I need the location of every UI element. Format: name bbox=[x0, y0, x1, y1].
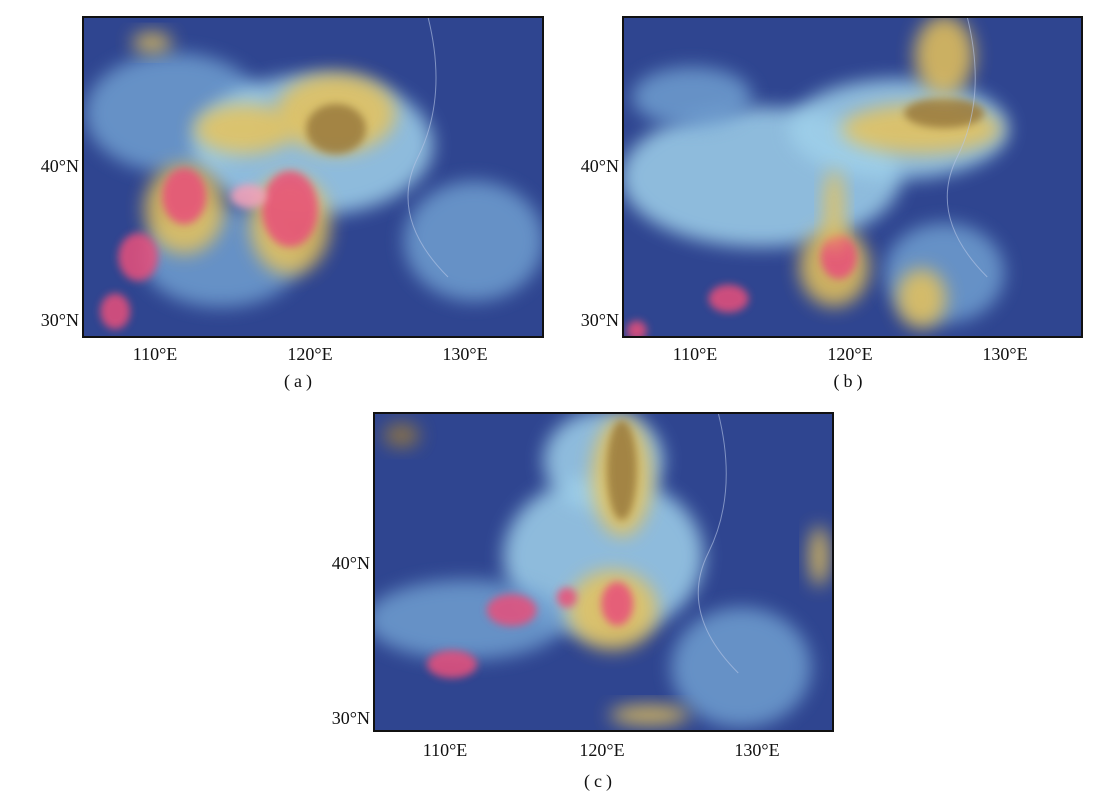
cloud bbox=[262, 171, 318, 247]
longitude-label: 120°E bbox=[579, 740, 624, 760]
cloud bbox=[366, 580, 566, 660]
satellite-image bbox=[366, 411, 833, 731]
latitude-label: 40°N bbox=[332, 553, 370, 573]
longitude-label: 110°E bbox=[133, 344, 178, 364]
panel-caption: (a) bbox=[284, 371, 316, 392]
cloud bbox=[231, 184, 267, 208]
figure: 40°N 30°N 110°E 120°E 130°E (a) 40°N 30°N 110°E 1… bbox=[0, 0, 1100, 807]
cloud bbox=[914, 15, 974, 95]
cloud bbox=[404, 181, 544, 301]
satellite-image bbox=[83, 17, 544, 337]
cloud bbox=[384, 423, 420, 447]
longitude-label: 120°E bbox=[827, 344, 872, 364]
cloud bbox=[427, 650, 477, 678]
latitude-label: 40°N bbox=[581, 156, 619, 176]
cloud bbox=[671, 607, 811, 727]
panel-caption: (b) bbox=[834, 371, 867, 392]
cloud bbox=[609, 705, 689, 725]
cloud bbox=[809, 526, 829, 586]
cloud bbox=[896, 269, 946, 329]
longitude-label: 130°E bbox=[982, 344, 1027, 364]
longitude-label: 120°E bbox=[287, 344, 332, 364]
cloud bbox=[709, 285, 749, 313]
cloud bbox=[132, 33, 172, 53]
cloud bbox=[194, 104, 294, 154]
satellite-image bbox=[621, 15, 1082, 340]
cloud bbox=[601, 582, 633, 626]
cloud bbox=[162, 168, 206, 224]
cloud bbox=[118, 233, 158, 281]
longitude-label: 110°E bbox=[673, 344, 718, 364]
panel-caption: (c) bbox=[584, 771, 616, 792]
cloud bbox=[306, 104, 366, 154]
cloud bbox=[824, 169, 844, 249]
cloud bbox=[100, 293, 130, 329]
cloud bbox=[607, 420, 637, 520]
longitude-label: 110°E bbox=[423, 740, 468, 760]
latitude-label: 30°N bbox=[332, 708, 370, 728]
longitude-label: 130°E bbox=[442, 344, 487, 364]
cloud bbox=[632, 67, 752, 127]
cloud bbox=[487, 594, 537, 626]
cloud bbox=[557, 587, 577, 607]
latitude-label: 30°N bbox=[581, 310, 619, 330]
latitude-label: 40°N bbox=[41, 156, 79, 176]
longitude-label: 130°E bbox=[734, 740, 779, 760]
latitude-label: 30°N bbox=[41, 310, 79, 330]
